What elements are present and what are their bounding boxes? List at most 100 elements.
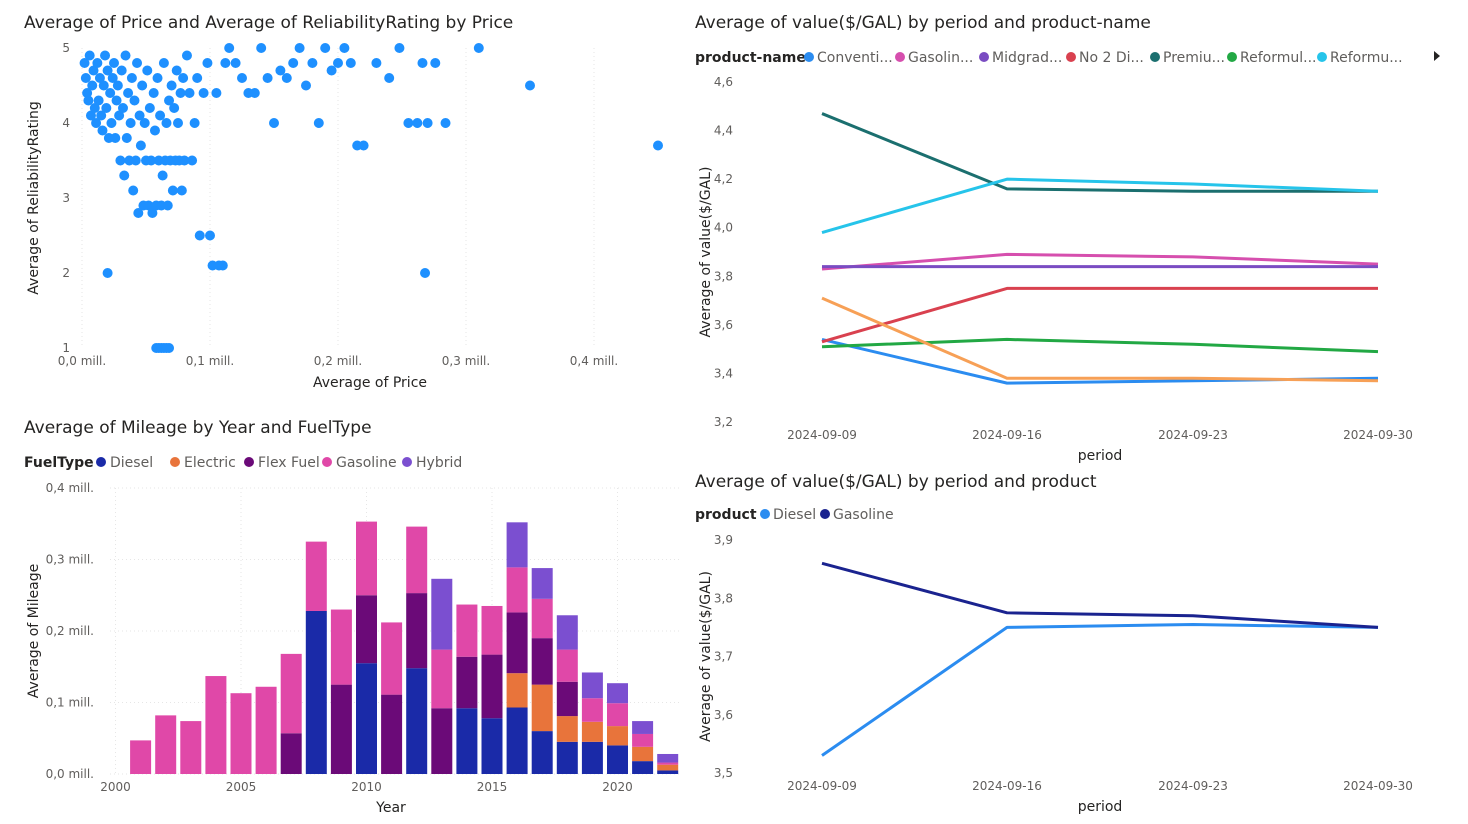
- bar-segment: [556, 615, 578, 650]
- scatter-point: [137, 80, 148, 91]
- bar-x-tick: 2015: [477, 780, 508, 794]
- line-legend-label: No 2 Di...: [1079, 50, 1144, 66]
- line1-chart[interactable]: product-name Conventi... Gasolin... Midgrad…: [680, 0, 1468, 470]
- scatter-panel: Average of Price and Average of Reliabil…: [0, 0, 680, 400]
- line-legend-label: Midgrad...: [992, 50, 1062, 66]
- scatter-point: [275, 65, 286, 76]
- line-y-tick: 3,5: [714, 766, 733, 780]
- line-y-tick: 3,4: [714, 366, 733, 380]
- bar-segment: [456, 708, 478, 774]
- scatter-point: [135, 140, 146, 151]
- bar-segment: [531, 568, 553, 599]
- scatter-point: [80, 73, 91, 83]
- scatter-point: [101, 103, 112, 113]
- bar-segment: [280, 733, 302, 774]
- line-legend-marker: [820, 509, 830, 519]
- scatter-point: [249, 88, 260, 98]
- bar-y-tick: 0,0 mill.: [46, 767, 94, 781]
- scatter-x-tick: 0,1 mill.: [186, 354, 234, 368]
- scatter-point: [96, 110, 107, 121]
- scatter-point: [120, 50, 131, 61]
- line-x-tick: 2024-09-09: [787, 779, 857, 793]
- scatter-chart[interactable]: 0,0 mill. 0,1 mill. 0,2 mill. 0,3 mill. 0,4 …: [0, 0, 680, 400]
- scatter-point: [88, 65, 99, 76]
- scatter-point: [422, 118, 433, 128]
- bar-segment: [330, 609, 352, 685]
- line-x-label: period: [1078, 448, 1123, 464]
- chevron-right-icon[interactable]: [1434, 51, 1440, 61]
- bar-segment: [230, 693, 252, 774]
- bar-segment: [581, 698, 603, 722]
- scatter-point: [105, 88, 116, 98]
- line-x-tick: 2024-09-30: [1343, 779, 1413, 793]
- scatter-point: [313, 118, 324, 128]
- line-y-tick: 3,6: [714, 318, 733, 332]
- scatter-point: [93, 95, 104, 106]
- line-x-tick: 2024-09-30: [1343, 428, 1413, 442]
- scatter-point: [130, 155, 141, 166]
- line-x-tick: 2024-09-23: [1158, 428, 1228, 442]
- scatter-point: [110, 133, 121, 143]
- bar-y-tick: 0,4 mill.: [46, 481, 94, 495]
- bar-segment: [431, 578, 453, 650]
- bar-segment: [506, 522, 528, 568]
- bar-segment: [381, 622, 403, 695]
- scatter-point: [85, 110, 96, 121]
- scatter-point: [157, 170, 168, 181]
- bar-legend-marker: [322, 457, 332, 467]
- scatter-x-tick: 0,4 mill.: [570, 354, 618, 368]
- bar-segment: [581, 741, 603, 774]
- scatter-x-tick: 0,2 mill.: [314, 354, 362, 368]
- scatter-point: [417, 58, 428, 68]
- line2-chart[interactable]: product Diesel Gasoline 3,5 3,6 3,7 3,8 3,9 2024…: [680, 470, 1468, 824]
- bar-segment: [632, 721, 654, 734]
- scatter-point: [371, 58, 382, 68]
- scatter-point: [115, 155, 126, 166]
- line-series: [821, 337, 1379, 354]
- scatter-point: [211, 88, 222, 98]
- scatter-point: [123, 88, 134, 98]
- scatter-y-tick: 5: [62, 41, 70, 55]
- line-series: [821, 252, 1379, 271]
- bar-segment: [632, 733, 654, 747]
- line-x-tick: 2024-09-16: [972, 779, 1042, 793]
- scatter-point: [148, 88, 159, 98]
- scatter-point: [111, 95, 122, 106]
- scatter-y-tick: 3: [62, 191, 70, 205]
- line-series: [821, 622, 1379, 757]
- scatter-point: [147, 208, 158, 218]
- bar-legend-label: Gasoline: [336, 455, 397, 471]
- scatter-point: [220, 58, 231, 68]
- scatter-point: [294, 43, 305, 53]
- line-x-tick: 2024-09-23: [1158, 779, 1228, 793]
- bar-segment: [581, 672, 603, 699]
- bar-segment: [506, 612, 528, 674]
- bar-segment: [205, 676, 227, 774]
- scatter-y-tick: 4: [62, 116, 70, 130]
- line2-title: Average of value($/GAL) by period and pr…: [695, 472, 1097, 492]
- scatter-point: [430, 58, 441, 68]
- scatter-point: [175, 88, 186, 98]
- bar-segment: [581, 721, 603, 742]
- line-legend-label: Gasolin...: [908, 50, 973, 66]
- scatter-y-tick: 2: [62, 266, 70, 280]
- bar-segment: [632, 761, 654, 774]
- scatter-x-label: Average of Price: [313, 375, 427, 391]
- bar-chart[interactable]: FuelType Diesel Electric Flex Fuel Gasoline H…: [0, 410, 680, 824]
- line2-panel: Average of value($/GAL) by period and pr…: [680, 470, 1468, 824]
- bar-segment: [531, 638, 553, 685]
- line-legend-marker: [979, 52, 989, 62]
- scatter-point: [339, 43, 350, 53]
- line-series: [821, 296, 1379, 383]
- scatter-point: [133, 208, 144, 218]
- scatter-point: [525, 80, 535, 91]
- line-y-label: Average of value($/GAL): [698, 571, 714, 742]
- scatter-point: [394, 43, 405, 53]
- bar-segment: [556, 681, 578, 717]
- bar-segment: [556, 741, 578, 774]
- scatter-point: [94, 73, 105, 83]
- scatter-point: [384, 73, 395, 83]
- bar-x-tick: 2020: [602, 780, 633, 794]
- scatter-point: [97, 125, 108, 136]
- scatter-point: [100, 50, 111, 61]
